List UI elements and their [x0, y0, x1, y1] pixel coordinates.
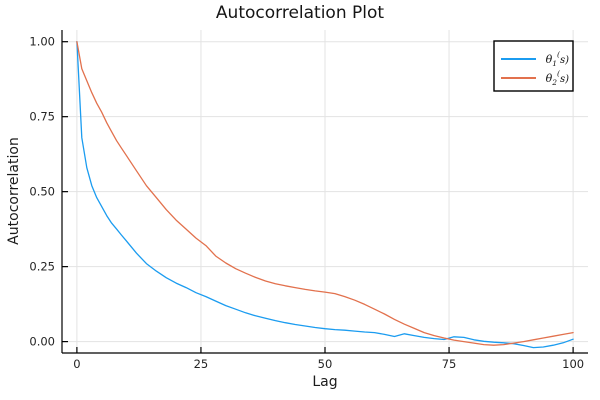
x-tick-label: 25 [194, 357, 209, 371]
legend-label-theta_2^(s): θ2(s) [546, 69, 569, 87]
x-tick-label: 100 [562, 357, 584, 371]
x-axis-label: Lag [312, 374, 338, 390]
y-tick-label: 0.50 [29, 185, 55, 199]
x-tick-label: 75 [442, 357, 457, 371]
series-line-theta_1^(s) [76, 41, 574, 349]
legend-box [493, 40, 574, 92]
y-tick-label: 1.00 [29, 35, 55, 49]
y-tick-label: 0.00 [29, 335, 55, 349]
y-axis-label: Autocorrelation [6, 137, 22, 245]
x-tick-label: 0 [73, 357, 80, 371]
legend-label-theta_1^(s): θ1(s) [546, 50, 569, 68]
y-tick-label: 0.25 [29, 260, 55, 274]
chart-title: Autocorrelation Plot [215, 3, 385, 23]
legend: θ1(s)θ2(s) [493, 40, 574, 92]
y-tick-label: 0.75 [29, 110, 55, 124]
series-line-theta_2^(s) [76, 41, 574, 346]
x-tick-label: 50 [318, 357, 333, 371]
